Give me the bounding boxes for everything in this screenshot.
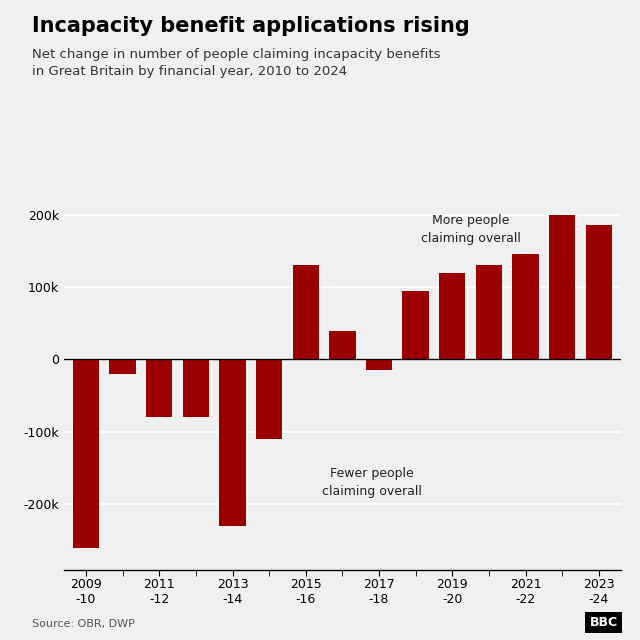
Bar [329,330,356,360]
Text: BBC: BBC [589,616,618,629]
Bar [220,360,246,526]
Bar [366,360,392,371]
Text: Source: OBR, DWP: Source: OBR, DWP [32,619,135,629]
Bar [109,360,136,374]
Bar [256,360,282,439]
Text: More people
claiming overall: More people claiming overall [420,214,520,245]
Text: Fewer people
claiming overall: Fewer people claiming overall [322,467,422,498]
Bar [513,255,539,360]
Bar [586,225,612,360]
Text: Net change in number of people claiming incapacity benefits
in Great Britain by : Net change in number of people claiming … [32,48,440,78]
Bar [476,266,502,360]
Bar [439,273,465,360]
Bar [73,360,99,548]
Bar [549,214,575,360]
Bar [403,291,429,360]
Bar [146,360,172,417]
Bar [182,360,209,417]
Text: Incapacity benefit applications rising: Incapacity benefit applications rising [32,16,470,36]
Bar [292,266,319,360]
